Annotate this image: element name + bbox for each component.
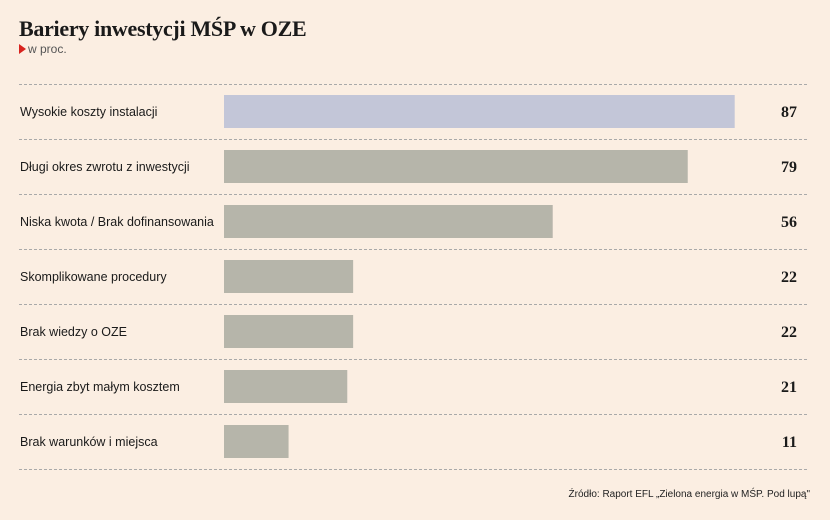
chart-title: Bariery inwestycji MŚP w OZE: [19, 16, 307, 41]
value-label: 56: [781, 214, 797, 231]
category-label: Energia zbyt małym kosztem: [20, 380, 180, 394]
bar: [224, 95, 735, 128]
source-note: Źródło: Raport EFL „Zielona energia w MŚ…: [568, 489, 810, 500]
value-label: 79: [781, 159, 797, 176]
value-label: 22: [781, 269, 797, 286]
bar: [224, 260, 354, 293]
bar: [224, 315, 354, 348]
category-label: Skomplikowane procedury: [20, 270, 167, 284]
bar: [224, 370, 348, 403]
category-label: Niska kwota / Brak dofinansowania: [20, 215, 214, 229]
value-label: 87: [781, 104, 797, 121]
value-label: 21: [781, 379, 797, 396]
value-label: 11: [782, 434, 797, 451]
category-label: Długi okres zwrotu z inwestycji: [20, 160, 190, 174]
category-label: Brak wiedzy o OZE: [20, 325, 127, 339]
category-label: Wysokie koszty instalacji: [20, 105, 157, 119]
triangle-marker-icon: [19, 44, 26, 54]
bar: [224, 150, 688, 183]
category-label: Brak warunków i miejsca: [20, 435, 158, 449]
bar-chart: Wysokie koszty instalacji 87 Długi okres z…: [19, 84, 808, 470]
bar: [224, 425, 289, 458]
value-label: 22: [781, 324, 797, 341]
bar: [224, 205, 553, 238]
subtitle-text: w proc.: [28, 42, 67, 56]
chart-subtitle: w proc.: [19, 42, 67, 56]
